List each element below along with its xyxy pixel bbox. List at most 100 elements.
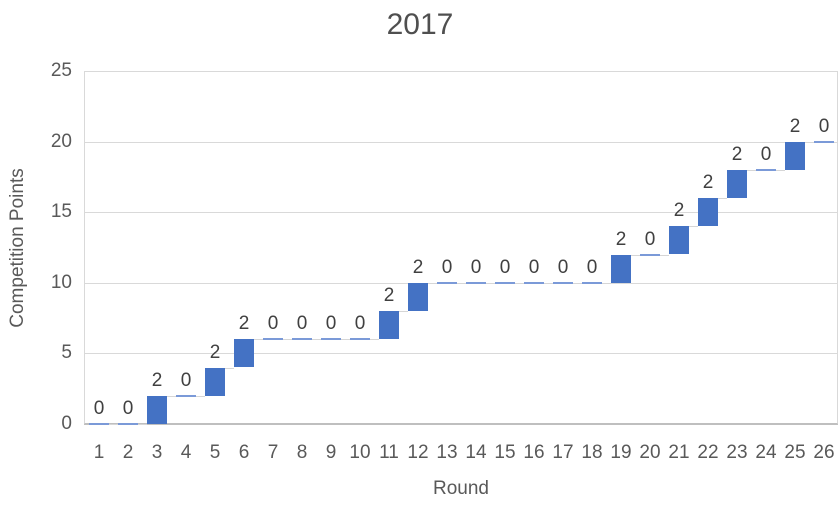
zero-dash <box>495 282 515 284</box>
bar <box>379 311 399 339</box>
connector-line <box>631 255 640 256</box>
bar <box>205 368 225 396</box>
x-tick-label: 22 <box>697 442 719 463</box>
data-label: 2 <box>412 257 424 278</box>
data-label: 0 <box>296 313 308 334</box>
x-tick-label: 2 <box>122 442 134 463</box>
x-tick-label: 10 <box>349 442 371 463</box>
data-label: 0 <box>267 313 279 334</box>
connector-line <box>399 311 408 312</box>
x-tick-label: 24 <box>755 442 777 463</box>
data-label: 2 <box>238 313 250 334</box>
connector-line <box>341 339 350 340</box>
connector-line <box>747 170 756 171</box>
bar <box>234 339 254 367</box>
zero-dash <box>437 282 457 284</box>
x-tick-label: 12 <box>407 442 429 463</box>
bar <box>408 283 428 311</box>
x-tick-label: 15 <box>494 442 516 463</box>
bar <box>785 142 805 170</box>
data-label: 2 <box>615 229 627 250</box>
data-label: 0 <box>644 229 656 250</box>
connector-line <box>544 283 553 284</box>
y-tick-label: 5 <box>61 342 72 363</box>
bar <box>611 255 631 283</box>
connector-line <box>138 424 147 425</box>
x-tick-label: 13 <box>436 442 458 463</box>
data-label: 2 <box>789 116 801 137</box>
bar <box>698 198 718 226</box>
connector-line <box>167 396 176 397</box>
connector-line <box>428 283 437 284</box>
zero-dash <box>321 338 341 340</box>
zero-dash <box>640 254 660 256</box>
x-tick-label: 18 <box>581 442 603 463</box>
connector-line <box>109 424 118 425</box>
zero-dash <box>89 423 109 425</box>
connector-line <box>602 283 611 284</box>
zero-dash <box>263 338 283 340</box>
x-tick-label: 19 <box>610 442 632 463</box>
connector-line <box>660 255 669 256</box>
x-tick-label: 16 <box>523 442 545 463</box>
data-label: 0 <box>122 398 134 419</box>
connector-line <box>776 170 785 171</box>
connector-line <box>718 198 727 199</box>
x-tick-label: 6 <box>238 442 250 463</box>
x-tick-label: 14 <box>465 442 487 463</box>
data-label: 0 <box>441 257 453 278</box>
x-tick-label: 9 <box>325 442 337 463</box>
zero-dash <box>553 282 573 284</box>
y-tick-label: 10 <box>50 272 72 293</box>
gridline <box>84 142 838 143</box>
connector-line <box>689 226 698 227</box>
x-tick-label: 4 <box>180 442 192 463</box>
bar <box>147 396 167 424</box>
data-label: 2 <box>209 342 221 363</box>
chart-title: 2017 <box>386 8 454 41</box>
x-tick-label: 11 <box>379 442 399 463</box>
data-label: 0 <box>354 313 366 334</box>
y-tick-label: 15 <box>50 201 72 222</box>
x-tick-label: 8 <box>296 442 308 463</box>
connector-line <box>283 339 292 340</box>
data-label: 0 <box>180 370 192 391</box>
x-tick-label: 20 <box>639 442 661 463</box>
connector-line <box>225 368 234 369</box>
zero-dash <box>350 338 370 340</box>
connector-line <box>805 142 814 143</box>
bar <box>669 226 689 254</box>
x-tick-label: 7 <box>267 442 279 463</box>
connector-line <box>515 283 524 284</box>
data-label: 0 <box>499 257 511 278</box>
data-label: 0 <box>325 313 337 334</box>
zero-dash <box>466 282 486 284</box>
x-tick-label: 23 <box>726 442 748 463</box>
connector-line <box>457 283 466 284</box>
x-tick-label: 21 <box>668 442 690 463</box>
data-label: 0 <box>760 144 772 165</box>
connector-line <box>573 283 582 284</box>
data-label: 0 <box>818 116 830 137</box>
zero-dash <box>582 282 602 284</box>
zero-dash <box>524 282 544 284</box>
plot-border <box>84 71 838 424</box>
data-label: 2 <box>673 200 685 221</box>
data-label: 0 <box>557 257 569 278</box>
connector-line <box>196 396 205 397</box>
connector-line <box>486 283 495 284</box>
x-tick-label: 3 <box>151 442 163 463</box>
data-label: 2 <box>731 144 743 165</box>
y-tick-label: 20 <box>50 131 72 152</box>
zero-dash <box>292 338 312 340</box>
data-label: 0 <box>93 398 105 419</box>
bar <box>727 170 747 198</box>
gridline <box>84 353 838 354</box>
x-tick-label: 25 <box>784 442 806 463</box>
x-tick-label: 26 <box>813 442 835 463</box>
data-label: 2 <box>151 370 163 391</box>
connector-line <box>312 339 321 340</box>
gridline <box>84 212 838 213</box>
y-tick-label: 25 <box>50 60 72 81</box>
